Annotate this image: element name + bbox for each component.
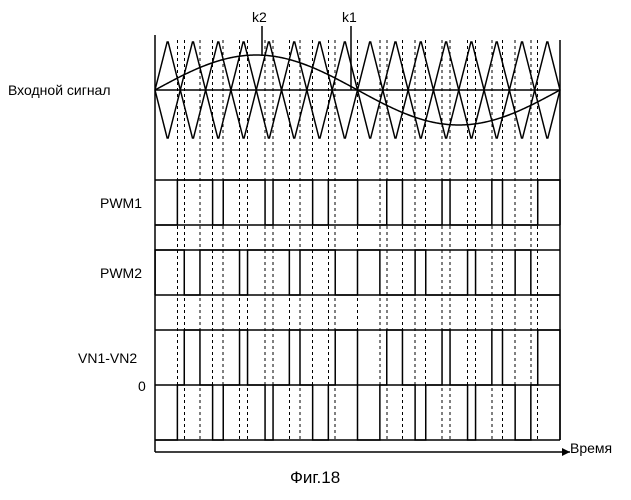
pwm1-label: PWM1 xyxy=(100,195,142,211)
plot-svg xyxy=(0,0,631,500)
pwm-timing-diagram: Входной сигнал PWM1 PWM2 VN1-VN2 0 Время… xyxy=(0,0,631,500)
k1-annotation: k1 xyxy=(342,9,357,25)
zero-label: 0 xyxy=(138,378,146,394)
input-signal-label: Входной сигнал xyxy=(8,82,111,98)
figure-label: Фиг.18 xyxy=(290,468,340,488)
time-axis-label: Время xyxy=(570,440,612,456)
pwm2-label: PWM2 xyxy=(100,265,142,281)
k2-annotation: k2 xyxy=(252,9,267,25)
diff-label: VN1-VN2 xyxy=(78,350,137,366)
